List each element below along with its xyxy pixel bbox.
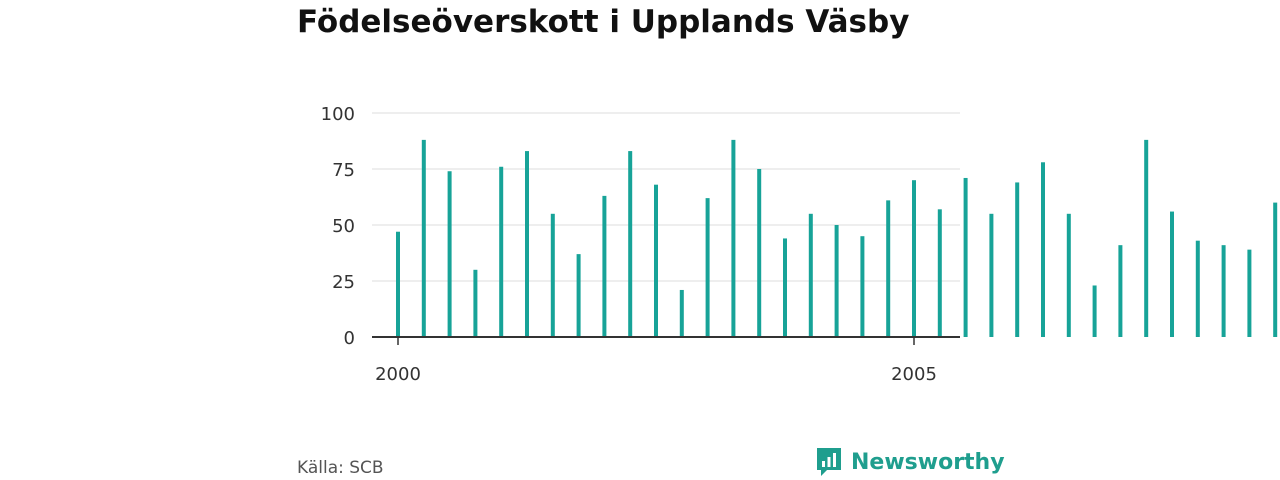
bar-chart-logo-icon (817, 448, 841, 476)
brand-name: Newsworthy (851, 449, 1005, 475)
bar (963, 177, 968, 337)
gridlines (372, 112, 960, 282)
bar (473, 269, 478, 337)
y-tick-label: 50 (332, 216, 355, 237)
brand-logo: Newsworthy (815, 446, 1005, 478)
bar (1221, 245, 1226, 337)
bar (1247, 249, 1252, 337)
x-tick-label: 2005 (891, 364, 937, 385)
bar (1066, 213, 1071, 337)
bar (628, 151, 633, 337)
y-tick-label: 0 (344, 328, 355, 349)
bar (576, 254, 581, 337)
source-label: Källa: SCB (297, 458, 384, 478)
bar (860, 236, 865, 337)
bar (447, 171, 452, 337)
bar (1015, 182, 1020, 337)
y-tick-label: 75 (332, 160, 355, 181)
bar (808, 213, 813, 337)
bar (886, 200, 891, 337)
bar (525, 151, 529, 337)
bar (912, 180, 916, 337)
bar (550, 213, 555, 337)
bar (396, 231, 400, 337)
y-tick-label: 25 (332, 272, 355, 293)
bar-series (396, 139, 1278, 337)
bar (654, 184, 658, 337)
bar (705, 198, 710, 337)
chart-title: Födelseöverskott i Upplands Väsby (297, 4, 910, 40)
bar (1144, 139, 1149, 337)
y-axis-ticks: 0 25 50 75 100 (321, 104, 355, 349)
bar (1041, 162, 1045, 337)
bar (499, 166, 504, 337)
bar (937, 209, 942, 337)
bar (1092, 285, 1097, 337)
bar (834, 225, 839, 337)
bar (1170, 211, 1174, 337)
bar (1273, 202, 1278, 337)
bar (783, 238, 787, 337)
x-tick-label: 2000 (375, 364, 421, 385)
bar (1195, 240, 1200, 337)
bar (1118, 245, 1123, 337)
y-tick-label: 100 (321, 104, 355, 125)
bar (602, 195, 607, 337)
bar (421, 139, 426, 337)
x-axis-ticks: 200020052010201520202025 (375, 337, 937, 385)
bar (989, 213, 994, 337)
bar (731, 139, 736, 337)
bar (679, 289, 684, 337)
bar (757, 169, 762, 337)
